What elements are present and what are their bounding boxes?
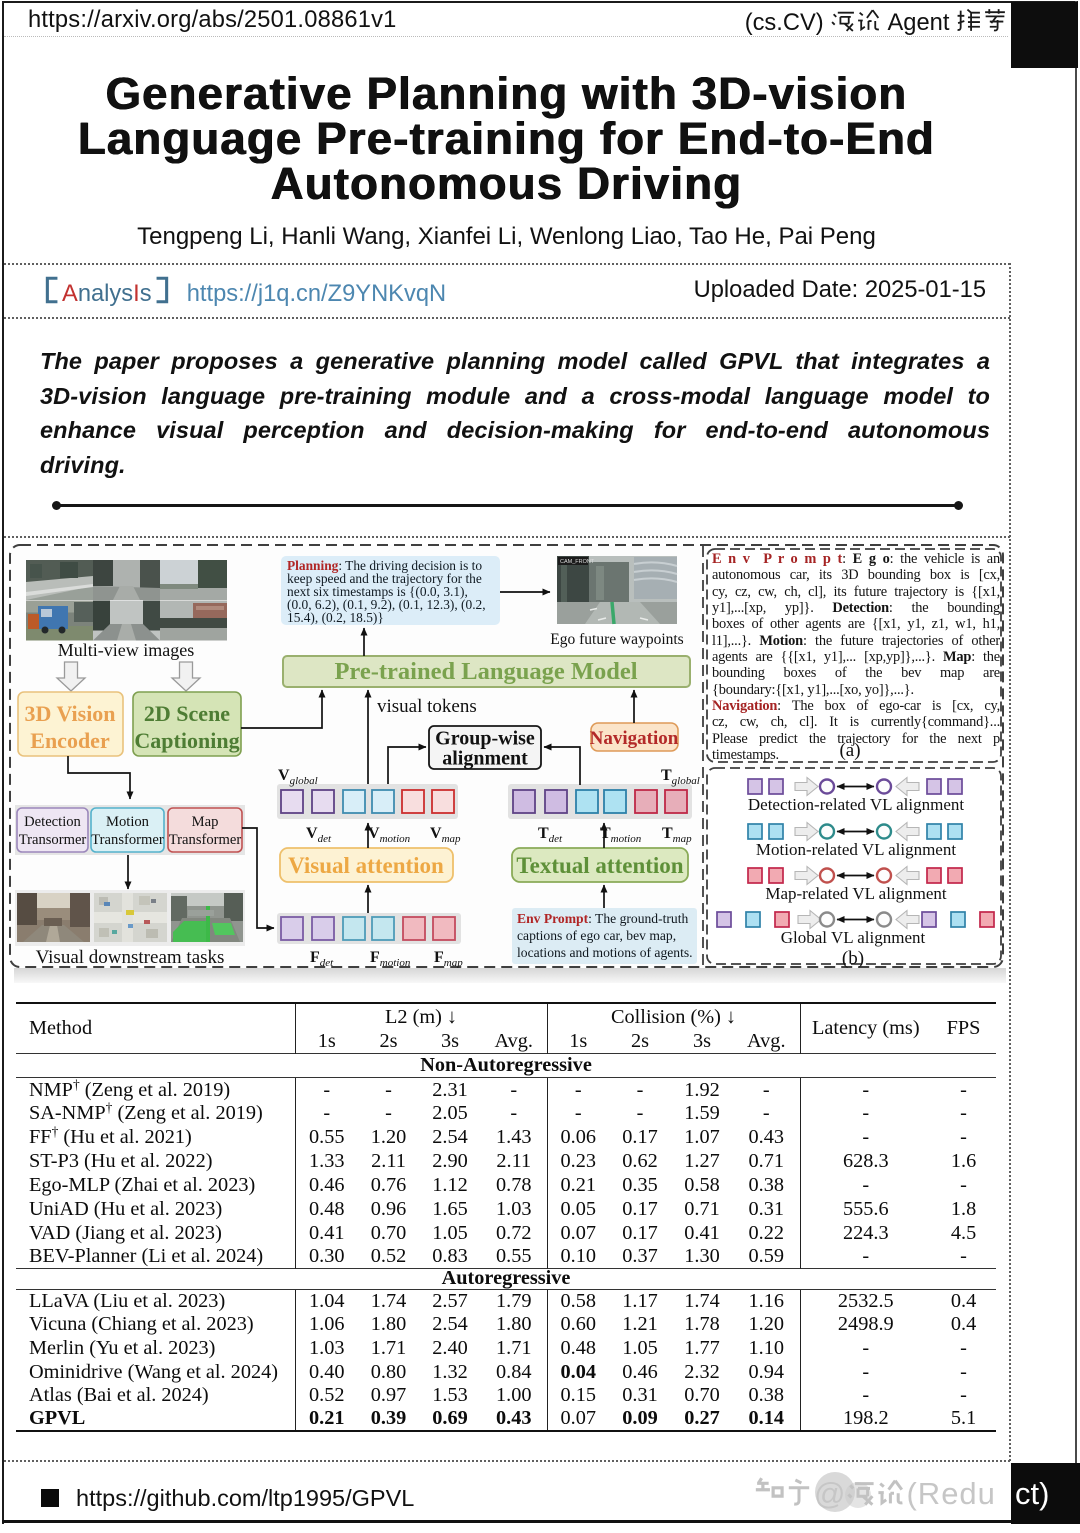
svg-text:locations and motions of agent: locations and motions of agents.	[517, 945, 693, 960]
svg-text:next six timestamps is {(0.0,: next six timestamps is {(0.0, 3.1),	[287, 584, 468, 599]
svg-text:keep speed and the trajectory: keep speed and the trajectory for the	[287, 571, 482, 586]
svg-text:Ego future waypoints: Ego future waypoints	[550, 631, 683, 648]
svg-text:Env Prompt: The ground-truth: Env Prompt: The ground-truth	[517, 911, 689, 926]
svg-text:Transformer: Transformer	[91, 832, 164, 848]
svg-text:Tglobal: Tglobal	[661, 767, 700, 787]
svg-text:Motion-related VL alignment: Motion-related VL alignment	[756, 840, 956, 859]
svg-text:Encoder: Encoder	[30, 728, 110, 753]
svg-text:CAM_FRONT: CAM_FRONT	[560, 559, 595, 565]
svg-text:Visual downstream tasks: Visual downstream tasks	[36, 947, 225, 968]
svg-text:(b): (b)	[842, 948, 864, 969]
svg-text:2D Scene: 2D Scene	[144, 701, 230, 726]
svg-text:captions of ego car, bev map,: captions of ego car, bev map,	[517, 928, 676, 943]
svg-text:Global VL alignment: Global VL alignment	[781, 928, 926, 947]
svg-text:Visual attention: Visual attention	[288, 853, 444, 878]
svg-text:Group-wise: Group-wise	[435, 728, 535, 750]
svg-text:Captioning: Captioning	[134, 728, 239, 753]
svg-text:Multi-view images: Multi-view images	[58, 640, 194, 660]
svg-text:3D Vision: 3D Vision	[24, 701, 115, 726]
svg-text:visual tokens: visual tokens	[377, 696, 477, 717]
svg-text:Pre-trained Language Model: Pre-trained Language Model	[334, 658, 637, 685]
svg-text:Motion: Motion	[106, 814, 150, 830]
svg-text:Map-related VL alignment: Map-related VL alignment	[765, 884, 947, 903]
svg-text:Map: Map	[192, 814, 219, 830]
svg-text:Detection: Detection	[24, 814, 81, 830]
svg-text:(0.0, 6.2), (0.1, 9.2), (0.1,: (0.0, 6.2), (0.1, 9.2), (0.1, 12.3), (0.…	[287, 597, 486, 612]
svg-text:Transormer: Transormer	[19, 832, 87, 848]
svg-text:Transformer: Transformer	[169, 832, 242, 848]
svg-text:Navigation: Navigation	[590, 728, 679, 749]
svg-text:Textual attention: Textual attention	[516, 853, 683, 878]
svg-text:Planning: The driving decision: Planning: The driving decision is to	[287, 558, 482, 573]
svg-text:alignment: alignment	[442, 748, 528, 770]
svg-text:Detection-related VL alignmen: Detection-related VL alignment	[748, 795, 964, 814]
svg-text:15.4), (0.2, 18.5)}: 15.4), (0.2, 18.5)}	[287, 610, 384, 625]
